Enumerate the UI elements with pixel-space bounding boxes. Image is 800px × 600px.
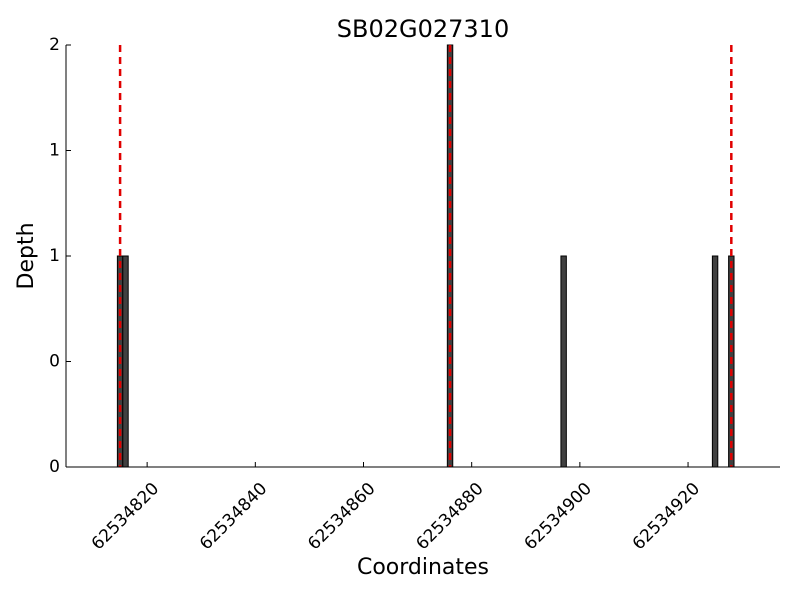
x-tick-label: 62534820 <box>88 479 163 554</box>
chart-title: SB02G027310 <box>337 15 509 43</box>
y-tick-label: 2 <box>49 35 60 55</box>
bar <box>122 255 129 468</box>
y-tick-label: 0 <box>49 352 60 372</box>
y-axis-label: Depth <box>14 222 39 289</box>
x-tick-label: 62534900 <box>521 479 596 554</box>
x-tick-label: 62534860 <box>304 479 379 554</box>
y-tick-label: 1 <box>49 141 60 161</box>
y-tick-label: 0 <box>49 457 60 477</box>
x-tick-label: 62534840 <box>196 479 271 554</box>
x-tick-label: 62534880 <box>412 479 487 554</box>
bar <box>711 255 719 468</box>
x-tick-label: 62534920 <box>629 479 704 554</box>
y-tick-label: 1 <box>49 246 60 266</box>
x-axis-label: Coordinates <box>357 555 489 580</box>
bar <box>560 255 567 468</box>
